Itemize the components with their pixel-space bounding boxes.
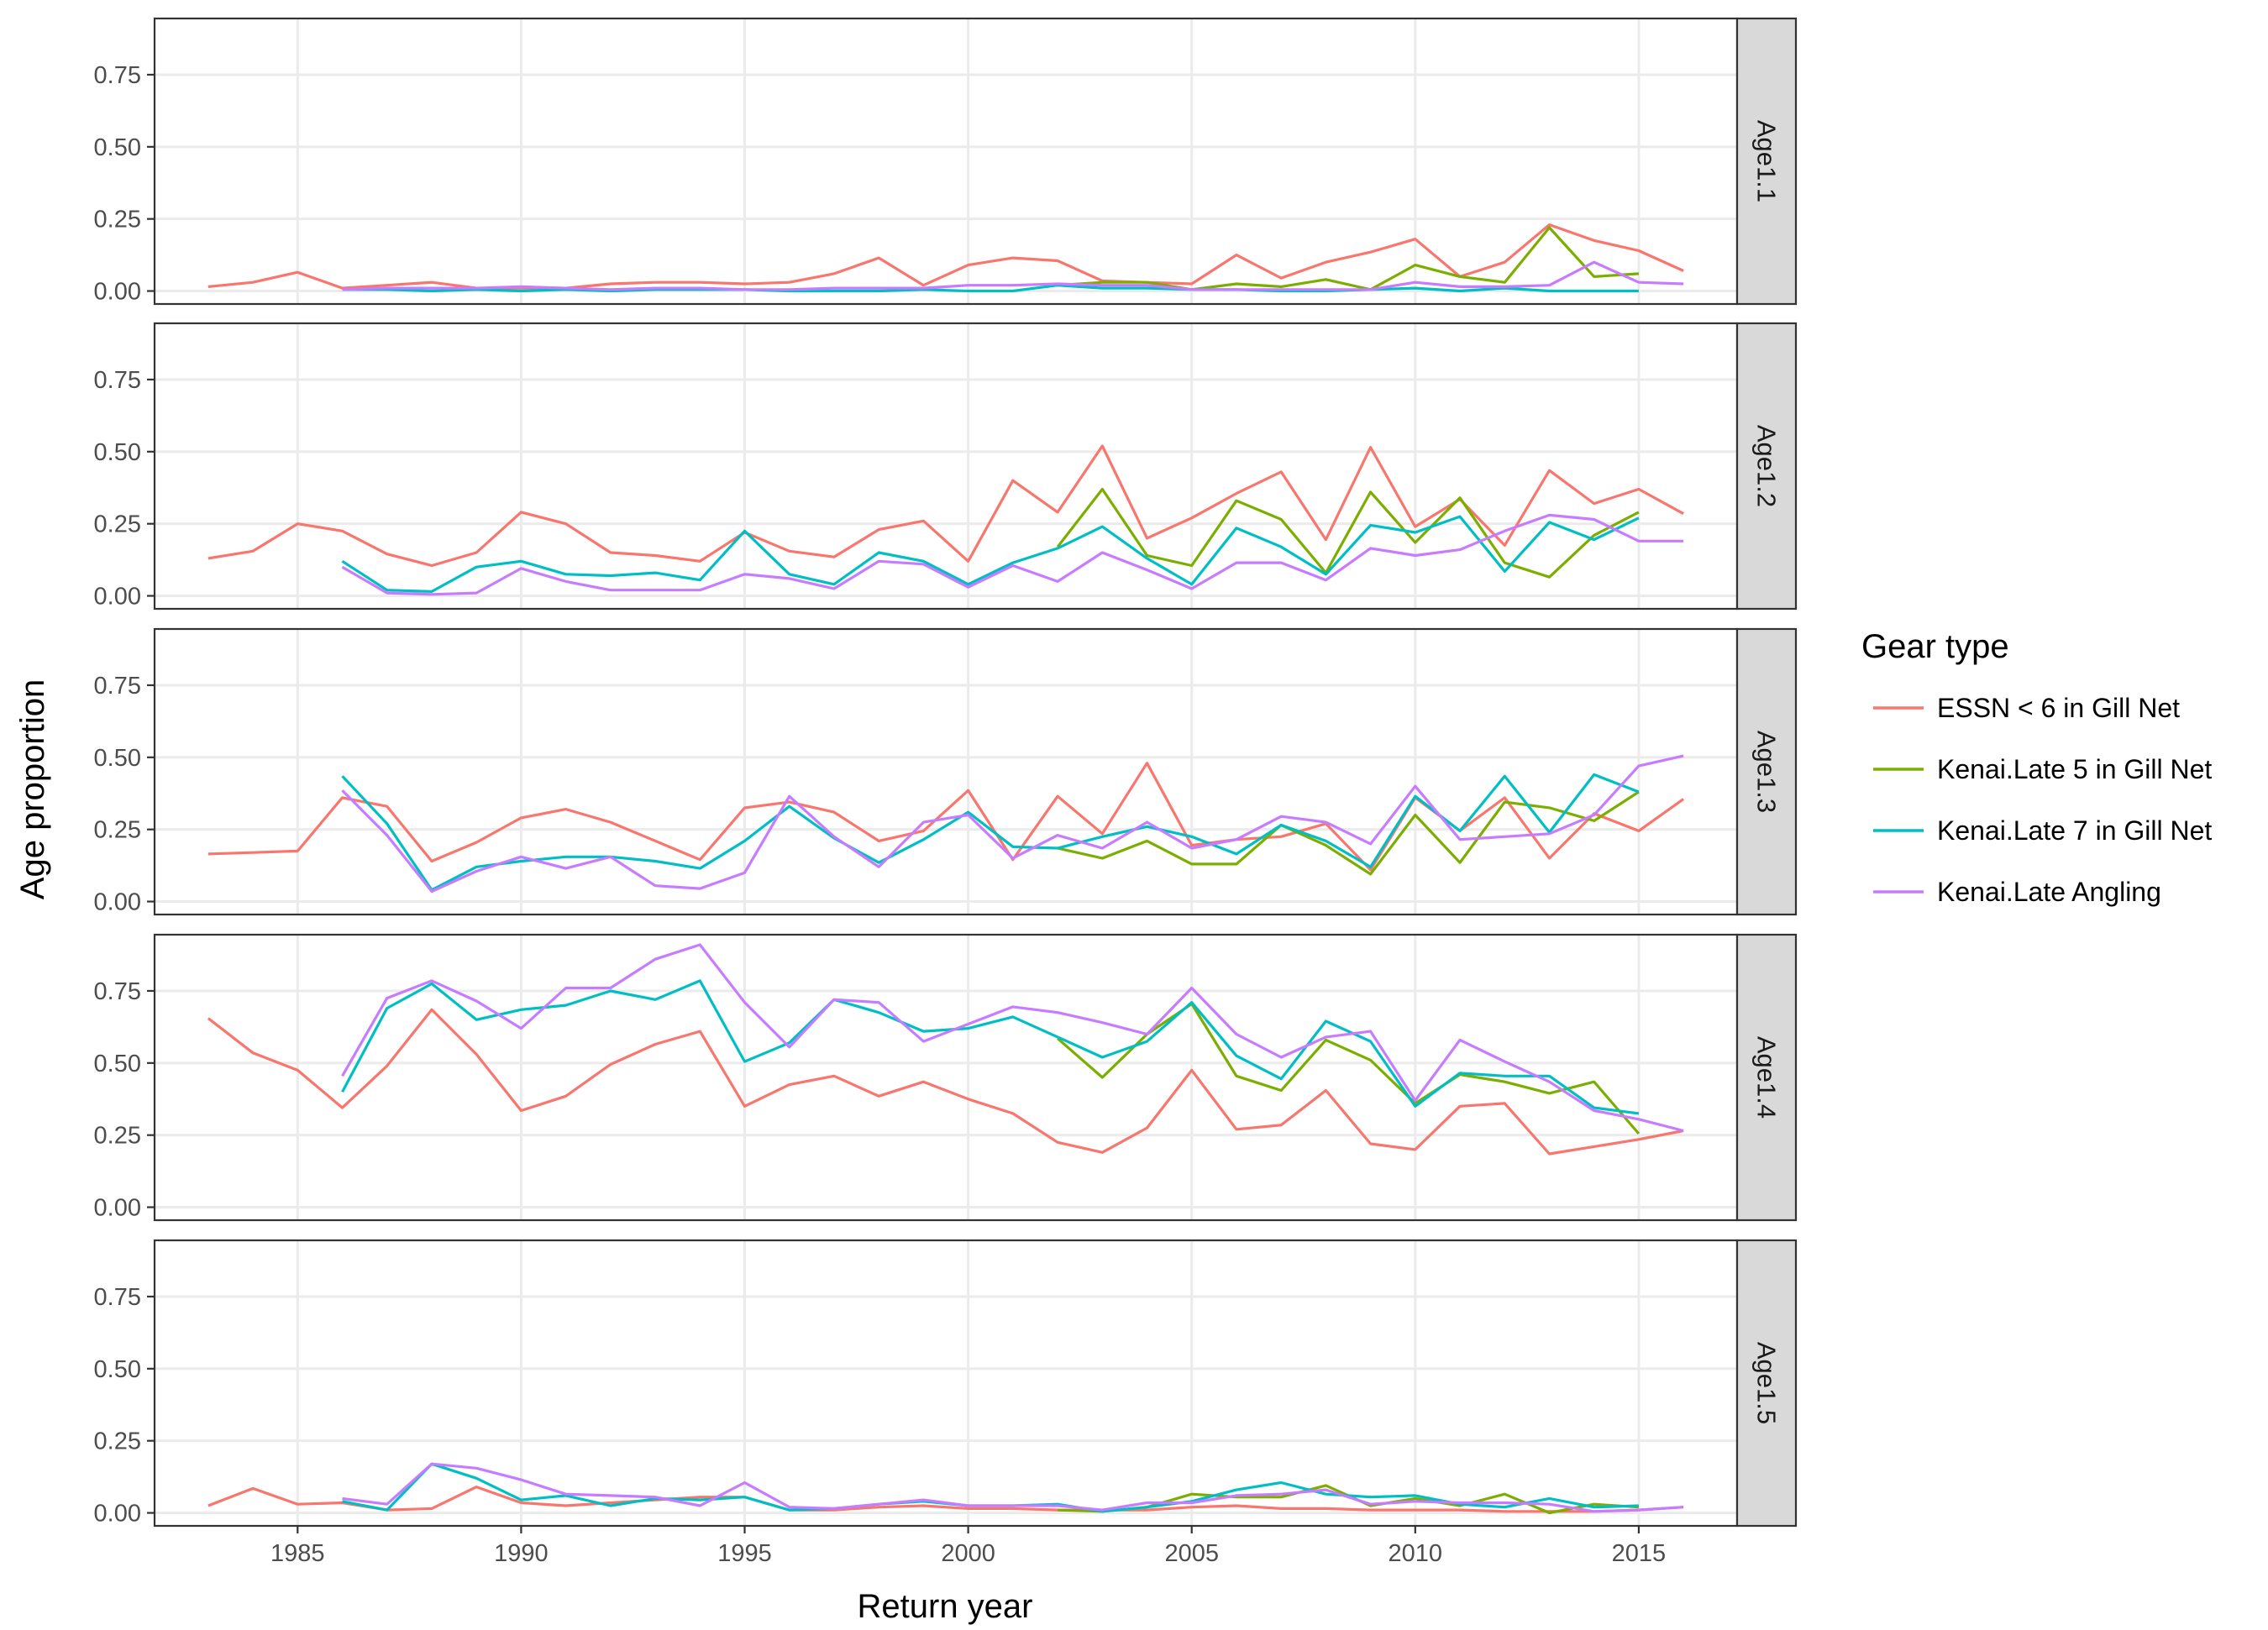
panel-background xyxy=(155,18,1737,304)
facet-strip-label: Age1.5 xyxy=(1752,1342,1782,1424)
series-line-essn-6-in-gill-net xyxy=(207,223,1684,290)
y-tick-label: 0.75 xyxy=(94,367,141,394)
legend-item-kenai-late-5-in-gill-net: Kenai.Late 5 in Gill Net xyxy=(1873,754,2212,784)
y-tick-label: 0.75 xyxy=(94,62,141,89)
facet-strip-label: Age1.4 xyxy=(1752,1036,1782,1119)
y-tick-label: 0.25 xyxy=(94,511,141,538)
y-tick-label: 0.50 xyxy=(94,439,141,466)
facet-panels: 0.00 0.25 0.50 0.75 Age1.1 0.00 0.25 0.50 0.75 Ag… xyxy=(94,17,1798,1528)
y-tick-label: 0.50 xyxy=(94,1356,141,1383)
y-tick-label: 0.25 xyxy=(94,1123,141,1150)
y-tick-label: 0.75 xyxy=(94,978,141,1005)
y-tick-label: 0.00 xyxy=(94,889,141,916)
panel-age1-1: 0.00 0.25 0.50 0.75 Age1.1 xyxy=(94,17,1798,306)
x-tick-label: 1985 xyxy=(270,1540,325,1567)
x-tick-label: 1995 xyxy=(717,1540,772,1567)
legend-item-kenai-late-angling: Kenai.Late Angling xyxy=(1873,877,2161,907)
panel-age1-5: 0.00 0.25 0.50 0.75 Age1.5 xyxy=(94,1239,1798,1528)
series-line-kenai-late-5-in-gill-net xyxy=(1056,487,1640,579)
x-tick-label: 2015 xyxy=(1612,1540,1667,1567)
legend: Gear type ESSN < 6 in Gill Net Kenai.Late… xyxy=(1861,628,2212,907)
facet-strip-label: Age1.1 xyxy=(1752,120,1782,202)
series-line-essn-6-in-gill-net xyxy=(207,1008,1684,1156)
y-tick-label: 0.00 xyxy=(94,1195,141,1222)
series-line-kenai-late-angling xyxy=(342,1462,1684,1513)
series-line-kenai-late-angling xyxy=(341,943,1684,1133)
legend-item-kenai-late-7-in-gill-net: Kenai.Late 7 in Gill Net xyxy=(1873,815,2212,846)
facet-strip xyxy=(1735,322,1798,611)
y-tick-label: 0.00 xyxy=(94,584,141,611)
facet-strip xyxy=(1735,17,1798,306)
series-line-kenai-late-5-in-gill-net xyxy=(1057,1002,1641,1135)
series-line-kenai-late-5-in-gill-net xyxy=(1057,790,1640,876)
legend-label: ESSN < 6 in Gill Net xyxy=(1937,693,2180,723)
y-tick-label: 0.00 xyxy=(94,1501,141,1528)
series-line-kenai-late-angling xyxy=(341,513,1684,596)
series-line-kenai-late-7-in-gill-net xyxy=(341,773,1640,892)
facet-strip xyxy=(1735,627,1798,916)
x-tick-label: 2010 xyxy=(1389,1540,1443,1567)
facet-strip-label: Age1.2 xyxy=(1752,425,1782,507)
series-line-essn-6-in-gill-net xyxy=(207,444,1684,568)
facet-strip xyxy=(1735,933,1798,1222)
series-line-kenai-late-7-in-gill-net xyxy=(341,979,1640,1115)
facet-strip xyxy=(1735,1239,1798,1528)
panel-age1-4: 0.00 0.25 0.50 0.75 Age1.4 xyxy=(94,933,1798,1222)
y-tick-label: 0.50 xyxy=(94,1051,141,1077)
panel-background xyxy=(155,1240,1737,1526)
series-line-kenai-late-5-in-gill-net xyxy=(1057,226,1640,291)
series-line-essn-6-in-gill-net xyxy=(207,1485,1684,1513)
facet-strip-label: Age1.3 xyxy=(1752,731,1782,813)
y-tick-label: 0.75 xyxy=(94,673,141,700)
y-tick-label: 0.75 xyxy=(94,1284,141,1311)
series-line-kenai-late-7-in-gill-net xyxy=(341,515,1640,594)
series-line-kenai-late-7-in-gill-net xyxy=(342,284,1639,293)
y-tick-label: 0.25 xyxy=(94,1428,141,1455)
x-tick-label: 1990 xyxy=(494,1540,549,1567)
legend-label: Kenai.Late 5 in Gill Net xyxy=(1937,754,2212,784)
panel-background xyxy=(155,935,1737,1220)
y-tick-label: 0.25 xyxy=(94,207,141,233)
x-tick-label: 2005 xyxy=(1164,1540,1219,1567)
panel-age1-3: 0.00 0.25 0.50 0.75 Age1.3 xyxy=(94,627,1798,916)
y-tick-label: 0.25 xyxy=(94,817,141,844)
y-tick-label: 0.00 xyxy=(94,279,141,306)
legend-item-essn-6-in-gill-net: ESSN < 6 in Gill Net xyxy=(1873,693,2180,723)
y-tick-label: 0.50 xyxy=(94,134,141,161)
x-axis-title: Return year xyxy=(858,1588,1033,1625)
x-axis: 1985 1990 1995 2000 2005 2010 2015 xyxy=(270,1526,1666,1567)
y-tick-label: 0.50 xyxy=(94,745,141,772)
x-tick-label: 2000 xyxy=(941,1540,995,1567)
legend-label: Kenai.Late 7 in Gill Net xyxy=(1937,815,2212,846)
y-axis-title: Age proportion xyxy=(14,679,51,899)
series-line-kenai-late-angling xyxy=(341,754,1684,894)
legend-label: Kenai.Late Angling xyxy=(1937,877,2161,907)
legend-title: Gear type xyxy=(1861,628,2009,665)
panel-background xyxy=(155,629,1737,915)
series-line-kenai-late-angling xyxy=(342,260,1684,291)
panel-age1-2: 0.00 0.25 0.50 0.75 Age1.2 xyxy=(94,322,1798,611)
